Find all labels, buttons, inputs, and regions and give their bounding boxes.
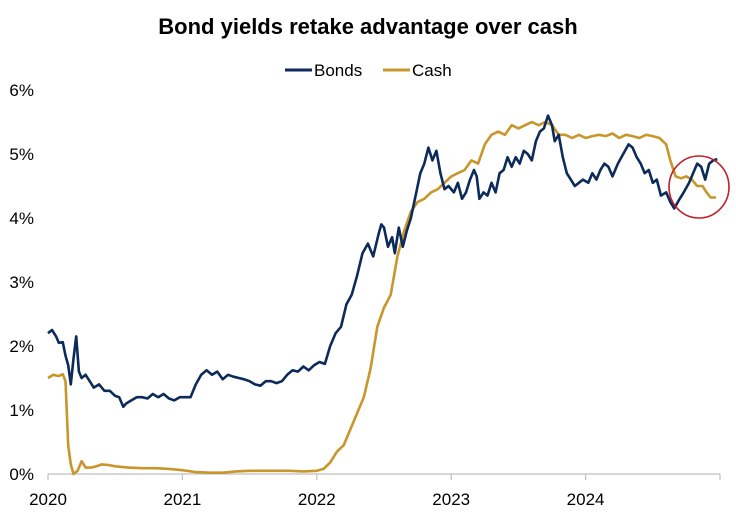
x-tick-label: 2024 bbox=[567, 490, 605, 509]
x-tick-label: 2020 bbox=[29, 490, 67, 509]
legend-label-cash: Cash bbox=[412, 61, 452, 80]
legend-label-bonds: Bonds bbox=[314, 61, 362, 80]
y-tick-label: 5% bbox=[9, 145, 34, 164]
chart-title: Bond yields retake advantage over cash bbox=[158, 14, 577, 39]
x-tick-label: 2021 bbox=[163, 490, 201, 509]
y-axis: 0% 1% 2% 3% 4% 5% 6% bbox=[9, 81, 34, 484]
highlight-circle bbox=[668, 155, 730, 219]
y-tick-label: 3% bbox=[9, 273, 34, 292]
x-tick-label: 2023 bbox=[432, 490, 470, 509]
series-line-bonds bbox=[47, 114, 718, 409]
series-line-cash bbox=[47, 120, 716, 476]
series-layer bbox=[47, 114, 718, 476]
y-tick-label: 6% bbox=[9, 81, 34, 100]
y-tick-label: 2% bbox=[9, 337, 34, 356]
legend: Bonds Cash bbox=[285, 61, 452, 80]
y-tick-label: 0% bbox=[9, 465, 34, 484]
y-tick-label: 1% bbox=[9, 401, 34, 420]
x-axis: 2020 2021 2022 2023 2024 bbox=[29, 473, 721, 509]
x-tick-label: 2022 bbox=[298, 490, 336, 509]
y-tick-label: 4% bbox=[9, 209, 34, 228]
